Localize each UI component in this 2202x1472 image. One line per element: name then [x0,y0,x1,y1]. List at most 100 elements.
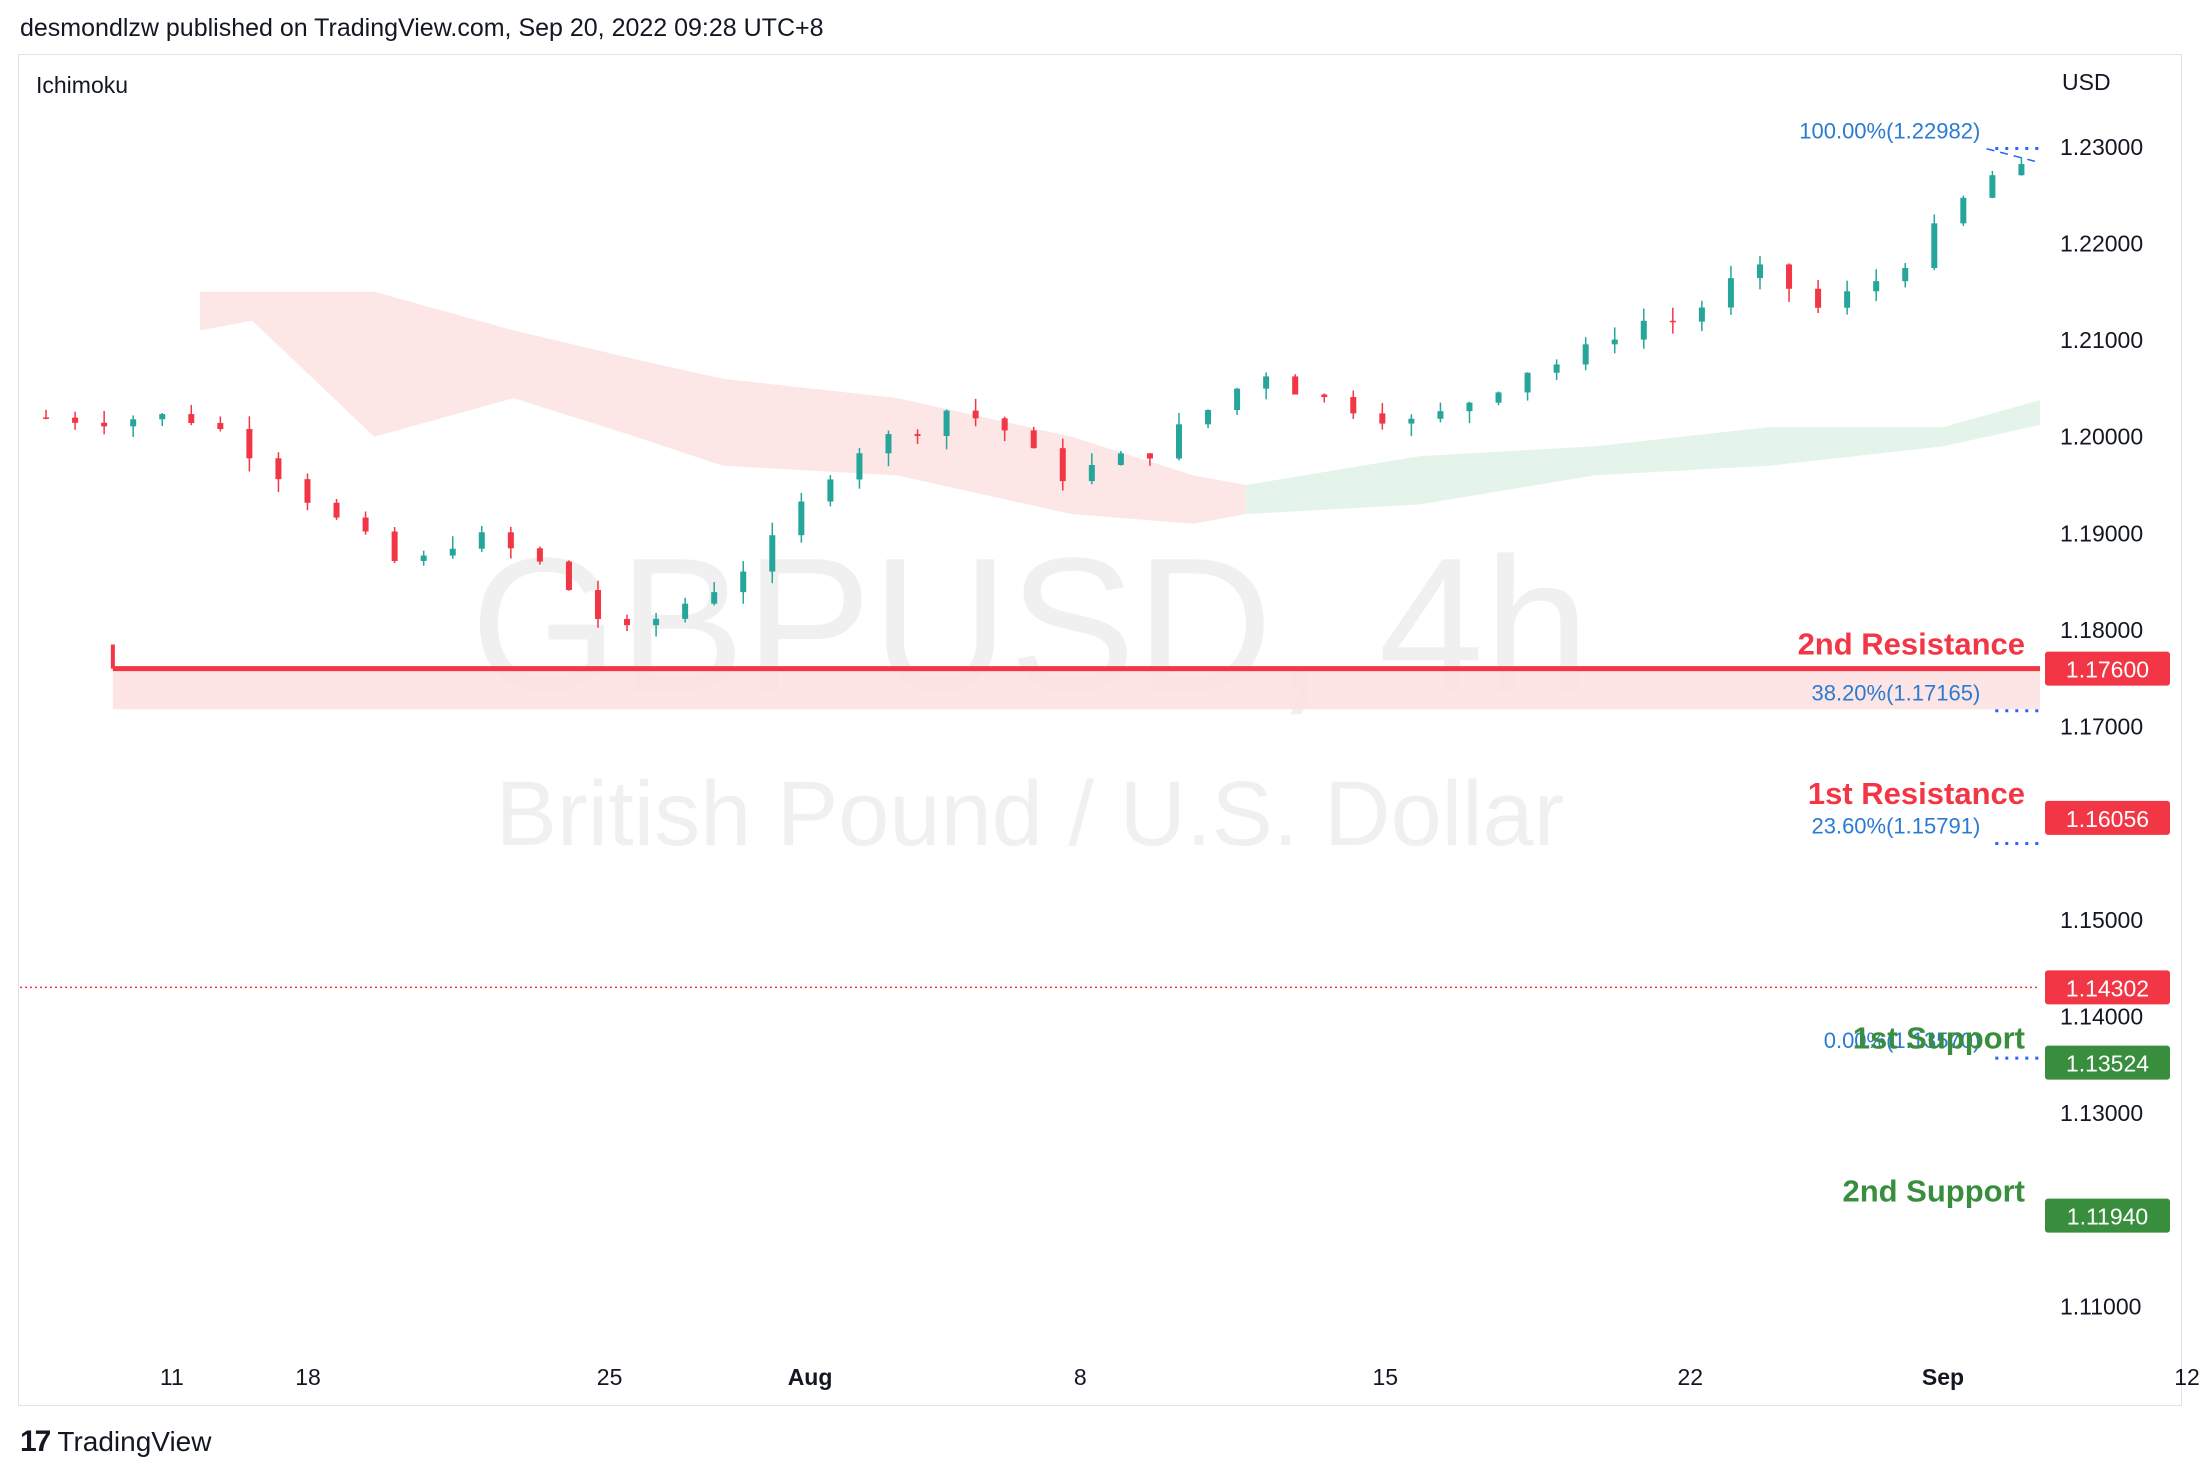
candle-body [1815,288,1822,308]
candle-body [1844,291,1851,308]
tradingview-logo-icon: 17 [20,1425,51,1458]
candle-body [1931,223,1938,269]
watermark-description: British Pound / U.S. Dollar [496,763,1565,865]
ichimoku-cloud-bull-1 [1245,400,2040,515]
x-tick-label: 8 [1074,1364,1087,1390]
candle-body [188,414,195,424]
candle-body [304,479,311,503]
level-price-badge: 1.13524 [2066,1051,2149,1077]
candle-body [159,414,166,420]
candle-body [217,423,224,430]
x-tick-label: 18 [295,1364,321,1390]
candle-body [1669,320,1676,323]
level-price-badge: 1.11940 [2067,1204,2148,1230]
candle-body [2193,280,2199,298]
level-price-badge-bg [2045,800,2170,835]
candle-body [943,410,950,436]
candle-body [798,501,805,536]
candle-body [740,571,747,593]
y-tick-label: 1.23000 [2060,134,2143,160]
level-name-label: 1st Support [1853,1021,2025,1056]
candle-body [275,458,282,480]
ichimoku-cloud-bear-0 [200,291,1246,524]
candle-body [1175,424,1182,459]
candle-body [1553,364,1560,373]
candle-body [1088,465,1095,482]
candle-body [2018,164,2025,176]
candle-body [130,419,137,427]
level-price-badge-bg [2045,651,2170,686]
candle-body [827,479,834,502]
candle-body [711,592,718,604]
y-tick-label: 1.19000 [2060,520,2143,546]
y-tick-label: 1.13000 [2060,1100,2143,1126]
candle-body [1205,410,1212,425]
level-price-badge-bg [2045,1198,2170,1233]
y-tick-label: 1.18000 [2060,617,2143,643]
x-tick-label: Aug [788,1364,833,1390]
candle-body [43,417,50,419]
candle-body [1292,376,1299,395]
candle-body [1379,413,1386,424]
candle-body [653,618,660,626]
y-tick-label: 1.21000 [2060,327,2143,353]
candle-body [1321,394,1328,398]
candle-body [72,417,79,423]
candle-body [1611,339,1618,345]
candle-body [2077,191,2083,221]
candle-body [507,532,514,549]
level-name-label: 2nd Resistance [1798,627,2025,662]
candle-body [478,532,485,549]
fib-trend-line [1986,148,2040,164]
candle-body [565,561,572,591]
candle-body [2047,164,2053,190]
candle-body [333,502,340,518]
candle-body [1698,307,1705,322]
level-price-badge: 1.17600 [2066,657,2149,683]
candle-body [362,517,369,532]
candle-body [420,555,427,561]
indicator-label: Ichimoku [36,72,128,98]
candle-body [1059,448,1066,482]
x-tick-label: 25 [597,1364,623,1390]
y-tick-label: 1.15000 [2060,907,2143,933]
candle-body [1117,453,1124,466]
fib-level-label: 0.00%(1.13570) [1824,1028,1981,1053]
candle-body [246,429,253,459]
fib-level-label: 38.20%(1.17165) [1811,681,1980,706]
candle-body [1786,264,1793,289]
candle-body [885,434,892,454]
candle-body [1960,197,1967,224]
candle-body [391,531,398,561]
level-name-label: 2nd Support [1842,1174,2025,1209]
candle-body [1466,402,1473,412]
currency-label: USD [2062,69,2111,95]
candle-body [2164,255,2170,280]
candle-body [449,548,456,556]
last-price-badge-bg [2045,970,2170,1005]
candle-body [536,548,543,562]
candle-body [769,535,776,572]
y-tick-label: 1.14000 [2060,1004,2143,1030]
tradingview-logo[interactable]: 17 TradingView [20,1425,211,1459]
fib-level-label: 23.60%(1.15791) [1811,814,1980,839]
candle-body [1640,320,1647,340]
candle-body [856,453,863,480]
publisher-caption: desmondlzw published on TradingView.com,… [20,14,824,42]
y-tick-label: 1.11000 [2060,1294,2141,1320]
x-tick-label: 15 [1372,1364,1398,1390]
candle-body [624,618,631,626]
x-tick-label: Sep [1922,1364,1964,1390]
chart-frame [18,54,2182,1406]
last-price-badge: 1.14302 [2066,975,2149,1001]
candle-body [1495,392,1502,403]
candle-body [1408,418,1415,424]
resistance-zone-2 [112,668,2040,710]
candle-body [1234,388,1241,411]
x-tick-label: 11 [160,1364,184,1390]
y-tick-label: 1.22000 [2060,230,2143,256]
x-tick-label: 22 [1677,1364,1703,1390]
candles [43,157,2199,637]
